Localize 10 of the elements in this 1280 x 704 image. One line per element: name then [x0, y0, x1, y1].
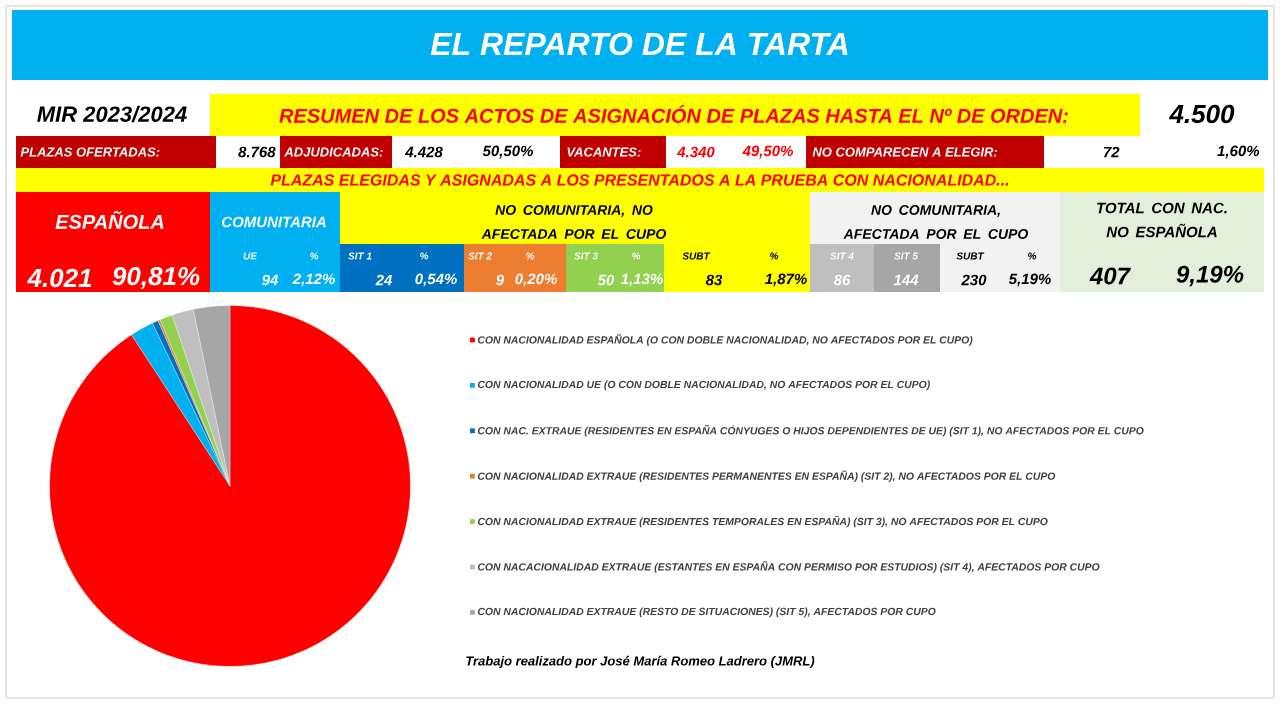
- chart-title: EL REPARTO DE LA TARTA: [430, 32, 848, 56]
- text: 9,19%: [1176, 265, 1244, 287]
- text: 4.021: [27, 268, 92, 288]
- text: MIR 2023/2024: [37, 105, 187, 123]
- text: PLAZAS ELEGIDAS Y ASIGNADAS A LOS PRESENTADOS A LA PRUEBA CON NACIONALIDAD...: [270, 174, 1009, 186]
- text: ESPAÑOLA: [55, 210, 164, 229]
- text: RESUMEN DE LOS ACTOS DE ASIGNACIÓN DE PLAZAS HASTA EL Nº DE ORDEN:: [279, 105, 1068, 123]
- text: 90,81%: [112, 266, 200, 290]
- text: 407: [1089, 267, 1131, 285]
- text: 4.500: [1169, 104, 1235, 124]
